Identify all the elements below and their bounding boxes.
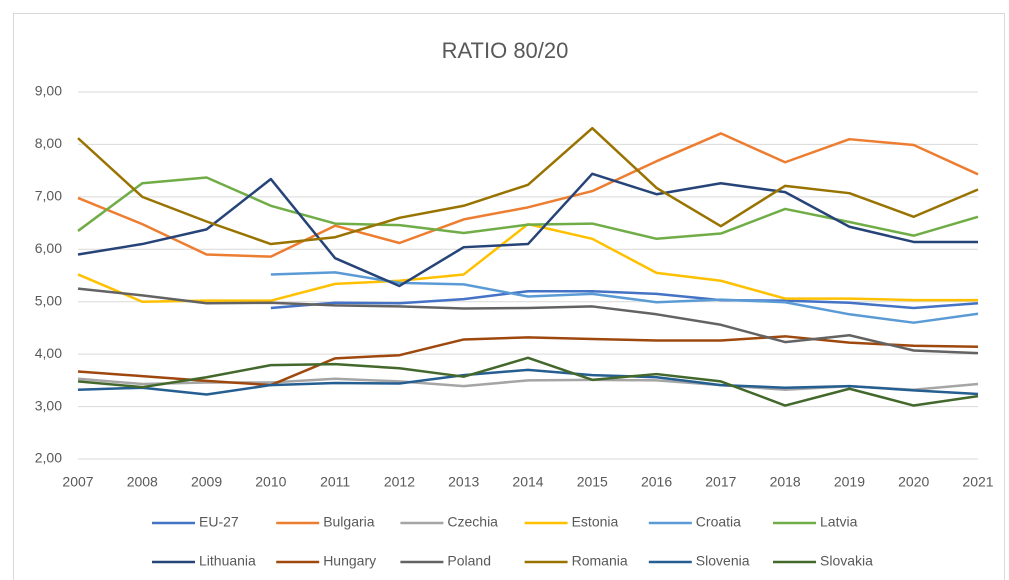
x-tick-label: 2012 [384, 474, 415, 490]
y-tick-label: 5,00 [35, 292, 62, 308]
legend-label: EU-27 [199, 514, 239, 530]
y-tick-label: 7,00 [35, 188, 62, 204]
legend-label: Romania [572, 553, 628, 569]
y-tick-label: 3,00 [35, 397, 62, 413]
chart-title: RATIO 80/20 [442, 38, 569, 63]
legend-label: Bulgaria [323, 514, 375, 530]
x-tick-label: 2019 [834, 474, 865, 490]
series-line [77, 176, 979, 241]
legend-label: Estonia [572, 514, 619, 530]
legend-label: Latvia [820, 514, 858, 530]
x-tick-label: 2009 [191, 474, 222, 490]
x-tick-label: 2014 [512, 474, 543, 490]
series-line [77, 126, 979, 246]
x-tick-label: 2008 [127, 474, 158, 490]
legend-label: Czechia [447, 514, 498, 530]
x-tick-label: 2016 [641, 474, 672, 490]
legend-label: Slovenia [696, 553, 750, 569]
legend-label: Poland [447, 553, 491, 569]
y-tick-label: 6,00 [35, 240, 62, 256]
x-tick-label: 2013 [448, 474, 479, 490]
x-tick-label: 2021 [962, 474, 993, 490]
y-tick-label: 9,00 [35, 83, 62, 99]
x-tick-label: 2007 [62, 474, 93, 490]
series-line [77, 335, 979, 387]
y-tick-label: 2,00 [35, 450, 62, 466]
x-tick-label: 2020 [898, 474, 929, 490]
series-line [77, 172, 978, 288]
legend-label: Hungary [323, 553, 376, 569]
legend-label: Lithuania [199, 553, 256, 569]
series-line [270, 289, 979, 310]
x-tick-label: 2011 [320, 474, 350, 490]
legend-label: Croatia [696, 514, 741, 530]
x-tick-label: 2010 [255, 474, 286, 490]
x-tick-label: 2018 [770, 474, 801, 490]
y-tick-label: 8,00 [35, 135, 62, 151]
series-line [77, 132, 979, 258]
series-line [77, 368, 979, 396]
chart-border [13, 13, 1005, 580]
x-tick-label: 2017 [705, 474, 736, 490]
y-tick-label: 4,00 [35, 345, 62, 361]
legend-label: Slovakia [820, 553, 873, 569]
x-tick-label: 2015 [577, 474, 608, 490]
series-line [77, 356, 979, 407]
series-line [77, 287, 979, 355]
